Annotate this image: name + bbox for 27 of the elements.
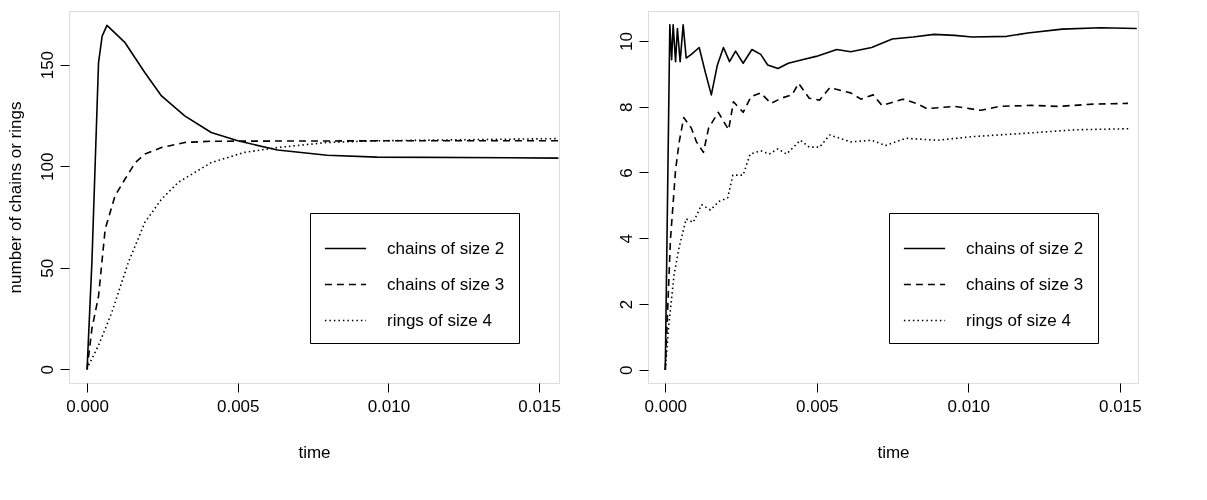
y-tick-label: 10 bbox=[616, 31, 636, 51]
y-tick-label: 8 bbox=[616, 102, 636, 112]
legend-label: rings of size 4 bbox=[966, 310, 1071, 330]
x-axis-title: time bbox=[877, 442, 910, 462]
x-axis-title: time bbox=[298, 442, 331, 462]
legend-label: chains of size 3 bbox=[387, 274, 505, 294]
x-tick-label: 0.000 bbox=[644, 396, 688, 416]
x-tick-label: 0.005 bbox=[216, 396, 260, 416]
y-tick-label: 150 bbox=[37, 50, 57, 80]
x-tick-label: 0.015 bbox=[1099, 396, 1142, 416]
y-tick-label: 0 bbox=[616, 365, 636, 376]
x-tick-label: 0.000 bbox=[66, 396, 109, 416]
x-tick-label: 0.010 bbox=[947, 396, 991, 416]
legend-label: chains of size 2 bbox=[387, 238, 505, 258]
y-tick-label: 2 bbox=[616, 299, 636, 310]
legend-label: chains of size 3 bbox=[966, 274, 1084, 294]
x-tick-label: 0.015 bbox=[518, 396, 561, 416]
y-tick-label: 100 bbox=[37, 152, 57, 181]
x-tick-label: 0.005 bbox=[796, 396, 839, 416]
y-tick-label: 50 bbox=[37, 258, 57, 278]
y-tick-label: 0 bbox=[37, 365, 57, 375]
y-tick-label: 4 bbox=[616, 234, 636, 244]
legend-label: rings of size 4 bbox=[387, 310, 492, 330]
y-tick-label: 6 bbox=[616, 168, 636, 178]
y-axis-title: number of chains or rings bbox=[5, 101, 25, 294]
legend-label: chains of size 2 bbox=[966, 238, 1084, 258]
x-tick-label: 0.010 bbox=[367, 396, 411, 416]
